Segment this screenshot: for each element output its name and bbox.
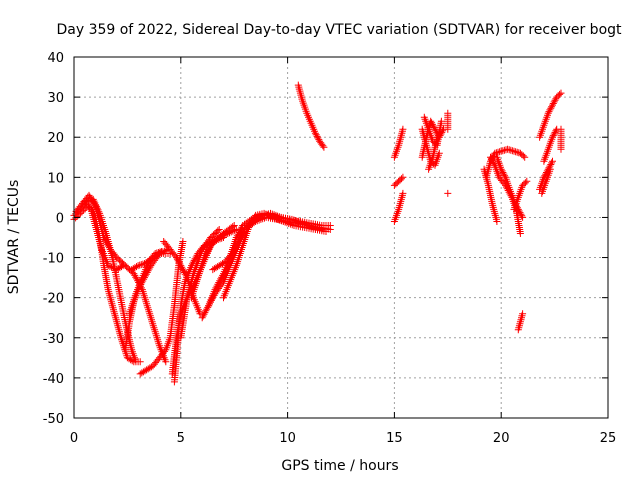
- x-axis-label: GPS time / hours: [281, 458, 398, 474]
- tick-labels: 0 5 10 15 20 25 -50 -40 -30 -20 -10 0 10 20 30 40: [43, 51, 617, 446]
- y-tick-label-2: -30: [43, 332, 64, 347]
- x-tick-label-1: 5: [177, 431, 185, 446]
- track-20: [390, 189, 407, 225]
- track-16-markers: [220, 209, 330, 302]
- track-34-markers: [538, 165, 554, 197]
- track-24: [425, 133, 441, 173]
- track-36-markers: [536, 89, 565, 141]
- track-29: [480, 165, 501, 225]
- data-points: [70, 81, 565, 386]
- track-25: [444, 109, 452, 133]
- x-tick-label-5: 25: [600, 431, 617, 446]
- track-31-markers: [510, 177, 531, 213]
- plot-border: [73, 56, 609, 419]
- track-18: [390, 125, 407, 161]
- track-37: [557, 125, 565, 153]
- track-12: [188, 222, 238, 302]
- axes: [73, 56, 609, 419]
- x-tick-label-4: 20: [493, 431, 510, 446]
- track-8-markers: [136, 238, 187, 378]
- track-26-markers: [444, 189, 452, 197]
- y-tick-label-4: -10: [43, 252, 64, 267]
- track-3-markers: [81, 197, 127, 274]
- y-tick-label-1: -40: [43, 372, 64, 387]
- y-axis-label: SDTVAR / TECUs: [6, 180, 22, 295]
- grid-lines: [74, 57, 608, 418]
- y-tick-label-3: -20: [43, 292, 64, 307]
- track-3: [81, 197, 127, 274]
- track-19: [390, 173, 407, 189]
- track-26: [444, 189, 452, 197]
- track-31: [510, 177, 531, 213]
- chart-title: Day 359 of 2022, Sidereal Day-to-day VTE…: [56, 22, 622, 38]
- y-tick-label-7: 20: [47, 131, 64, 146]
- y-tick-label-0: -50: [43, 412, 64, 427]
- track-11-markers: [177, 226, 223, 342]
- track-29-markers: [480, 165, 501, 225]
- track-2-markers: [72, 191, 170, 366]
- track-11: [177, 226, 223, 342]
- track-32: [514, 310, 527, 334]
- x-tick-label-3: 15: [386, 431, 403, 446]
- track-24-markers: [425, 133, 441, 173]
- track-12-markers: [188, 222, 238, 302]
- track-34: [538, 165, 554, 197]
- track-32-markers: [514, 310, 527, 334]
- track-35-markers: [540, 125, 561, 165]
- track-25-markers: [444, 109, 452, 133]
- x-tick-label-0: 0: [70, 431, 78, 446]
- track-8: [136, 238, 187, 378]
- track-37-markers: [557, 125, 565, 153]
- track-35: [540, 125, 561, 165]
- track-6: [126, 248, 166, 318]
- track-18-markers: [390, 125, 407, 161]
- y-tick-label-5: 0: [56, 211, 64, 226]
- y-tick-label-9: 40: [47, 51, 64, 66]
- track-36: [536, 89, 565, 141]
- track-17-markers: [294, 81, 328, 151]
- track-2: [72, 191, 170, 366]
- x-tick-label-2: 10: [279, 431, 296, 446]
- track-19-markers: [390, 173, 407, 189]
- y-tick-label-6: 10: [47, 171, 64, 186]
- track-17: [294, 81, 328, 151]
- track-6-markers: [126, 248, 166, 318]
- track-20-markers: [390, 189, 407, 225]
- track-16: [220, 209, 330, 302]
- y-tick-label-8: 30: [47, 91, 64, 106]
